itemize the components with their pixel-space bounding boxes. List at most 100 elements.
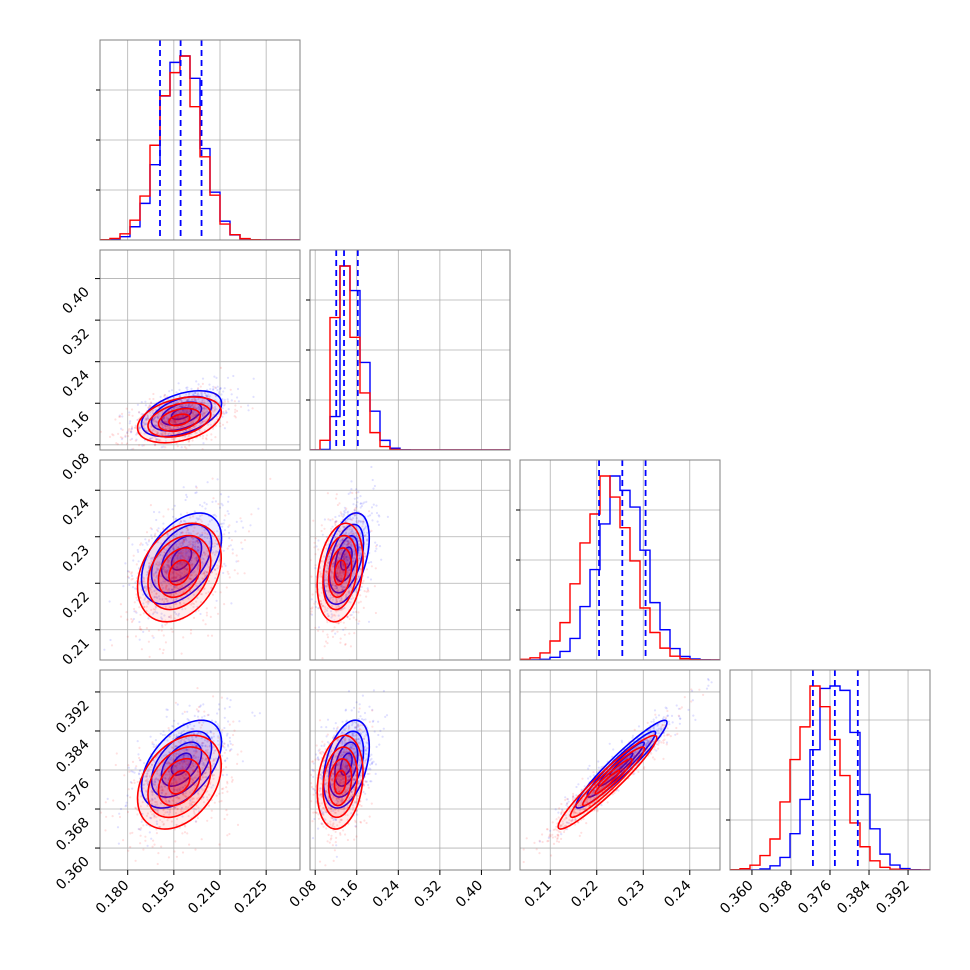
sample-point (184, 418, 187, 422)
sample-point (347, 540, 350, 543)
sample-point (210, 736, 213, 739)
sample-point (194, 752, 197, 755)
sample-point (149, 437, 152, 440)
sample-point (187, 440, 190, 443)
sample-point (359, 568, 362, 571)
sample-point (193, 397, 196, 400)
sample-point (200, 737, 203, 740)
sample-point (139, 759, 142, 762)
sample-point (150, 402, 153, 405)
sample-point (340, 574, 343, 578)
sample-point (139, 625, 142, 629)
sample-point (183, 776, 186, 779)
sample-point (172, 759, 175, 762)
sample-point (120, 427, 123, 430)
sample-point (332, 590, 335, 593)
sample-point (203, 739, 207, 742)
sample-point (178, 789, 182, 792)
sample-point (375, 511, 379, 515)
sample-point (151, 793, 154, 796)
sample-point (225, 786, 228, 789)
sample-point (178, 411, 181, 414)
sample-point (211, 406, 214, 409)
sample-point (354, 513, 357, 517)
sample-point (231, 780, 234, 783)
sample-point (145, 601, 148, 604)
sample-point (335, 545, 338, 548)
sample-point (147, 562, 150, 565)
sample-point (170, 602, 173, 605)
sample-point (334, 522, 337, 525)
sample-point (208, 768, 211, 771)
sample-point (347, 574, 350, 578)
histogram-series-0 (520, 475, 720, 660)
sample-point (227, 500, 230, 503)
sample-point (357, 551, 361, 555)
sample-point (208, 542, 211, 545)
sample-point (156, 822, 159, 826)
sample-point (178, 543, 181, 546)
sample-point (140, 542, 143, 545)
sample-point (344, 594, 347, 598)
sample-point (330, 582, 333, 585)
sample-point (166, 560, 169, 563)
sample-point (223, 742, 226, 745)
sample-point (173, 419, 176, 422)
sample-point (331, 784, 334, 787)
sample-point (206, 798, 209, 802)
sample-point (353, 567, 356, 570)
scatter-panel-1-0 (100, 250, 300, 450)
sample-point (215, 515, 218, 518)
sample-point (132, 554, 135, 557)
sample-point (179, 545, 182, 548)
sample-point (161, 567, 164, 571)
sample-point (159, 752, 163, 755)
sample-point (121, 428, 124, 431)
sample-point (168, 751, 171, 754)
sample-point (240, 541, 243, 544)
sample-point (194, 414, 197, 418)
sample-point (212, 758, 215, 761)
sample-point (142, 424, 145, 427)
sample-point (182, 767, 185, 770)
sample-point (175, 597, 178, 600)
sample-point (200, 743, 203, 747)
sample-point (191, 551, 194, 555)
sample-point (234, 404, 237, 407)
sample-point (359, 502, 363, 505)
sample-point (189, 632, 192, 635)
sample-point (165, 552, 168, 555)
sample-point (344, 553, 347, 557)
sample-point (207, 766, 210, 769)
sample-point (192, 393, 195, 396)
sample-point (174, 410, 177, 414)
sample-point (164, 777, 167, 781)
sample-point (223, 751, 226, 754)
sample-point (188, 704, 191, 707)
sample-point (350, 579, 353, 582)
sample-point (203, 570, 206, 573)
sample-point (183, 779, 187, 782)
sample-point (216, 723, 219, 726)
sample-point (195, 750, 198, 753)
sample-point (180, 575, 183, 578)
sample-point (164, 605, 167, 608)
sample-point (330, 630, 333, 633)
sample-point (223, 603, 226, 606)
sample-point (147, 599, 150, 602)
sample-point (163, 805, 166, 808)
sample-point (208, 405, 211, 409)
sample-point (330, 778, 333, 781)
sample-point (156, 803, 159, 806)
sample-point (197, 709, 200, 712)
sample-point (133, 779, 136, 782)
sample-point (186, 571, 189, 575)
sample-point (145, 775, 148, 778)
sample-point (236, 396, 239, 399)
sample-point (166, 424, 169, 427)
sample-point (167, 559, 170, 562)
sample-point (222, 410, 225, 413)
sample-point (203, 408, 206, 411)
sample-point (165, 584, 168, 587)
sample-point (187, 815, 190, 818)
